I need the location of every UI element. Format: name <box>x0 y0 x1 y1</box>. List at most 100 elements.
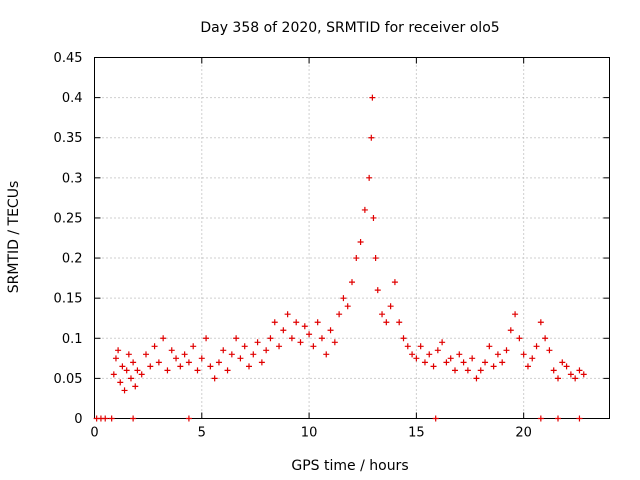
data-point <box>127 375 134 382</box>
data-point <box>379 311 386 318</box>
data-point <box>383 319 390 326</box>
data-point <box>443 359 450 366</box>
data-point <box>499 359 506 366</box>
y-tick-label: 0.2 <box>62 252 83 267</box>
data-point <box>430 363 437 370</box>
data-point <box>123 367 130 374</box>
data-point <box>173 355 180 362</box>
axis-ticks <box>94 57 610 419</box>
data-point <box>147 363 154 370</box>
data-point <box>207 363 214 370</box>
data-point <box>336 311 343 318</box>
x-tick-label: 0 <box>90 426 98 441</box>
data-point <box>250 351 257 358</box>
data-point <box>353 255 360 262</box>
x-tick-label: 20 <box>515 426 532 441</box>
data-point <box>160 335 167 342</box>
data-point <box>482 359 489 366</box>
y-tick-label: 0.1 <box>62 332 83 347</box>
data-point <box>190 343 197 350</box>
data-point <box>452 367 458 374</box>
x-tick-label: 10 <box>301 426 318 441</box>
data-point <box>233 335 240 342</box>
data-point <box>460 359 467 366</box>
data-point <box>125 351 132 358</box>
x-axis-label: GPS time / hours <box>291 458 408 474</box>
y-axis-tick-labels: 0 0.05 0.1 0.15 0.2 0.25 0.3 0.35 0.4 0.45 <box>54 51 83 427</box>
data-point <box>228 351 235 358</box>
x-axis-tick-labels: 0 5 10 15 20 <box>90 426 532 441</box>
data-point <box>490 363 497 370</box>
data-points <box>93 94 587 422</box>
data-point <box>121 387 128 394</box>
data-point <box>185 359 192 366</box>
data-point <box>546 347 553 354</box>
data-point <box>387 303 394 310</box>
data-point <box>400 335 407 342</box>
data-point <box>134 367 141 374</box>
data-point <box>143 351 149 358</box>
data-point <box>310 343 317 350</box>
data-point <box>112 355 119 362</box>
data-point <box>224 367 231 374</box>
data-point <box>432 415 439 422</box>
data-point <box>391 279 398 286</box>
y-tick-label: 0.35 <box>54 131 83 146</box>
data-point <box>372 255 379 262</box>
data-point <box>477 367 484 374</box>
data-point <box>469 355 476 362</box>
data-point <box>580 371 587 378</box>
y-tick-label: 0.4 <box>62 91 83 106</box>
data-point <box>108 415 115 422</box>
data-point <box>181 351 188 358</box>
data-point <box>524 363 531 370</box>
data-point <box>447 355 454 362</box>
data-point <box>512 311 519 318</box>
data-point <box>267 335 274 342</box>
data-point <box>369 94 376 101</box>
data-point <box>185 415 192 422</box>
data-point <box>271 319 278 326</box>
data-point <box>301 323 308 330</box>
data-point <box>542 335 549 342</box>
data-point <box>396 319 403 326</box>
data-point <box>293 319 300 326</box>
data-point <box>215 359 222 366</box>
data-point <box>563 363 570 370</box>
data-point <box>323 351 330 358</box>
y-tick-label: 0.05 <box>54 372 83 387</box>
data-point <box>284 311 291 318</box>
data-point <box>516 335 523 342</box>
data-point <box>168 347 175 354</box>
data-point <box>426 351 433 358</box>
data-point <box>555 415 561 422</box>
data-point <box>366 174 373 181</box>
data-point <box>130 415 137 422</box>
data-point <box>567 371 574 378</box>
y-tick-label: 0.45 <box>54 51 83 66</box>
data-point <box>344 303 351 310</box>
data-point <box>258 359 265 366</box>
data-point <box>421 359 428 366</box>
data-point <box>177 363 184 370</box>
data-point <box>263 347 270 354</box>
data-point <box>340 295 347 302</box>
data-point <box>164 367 171 374</box>
data-point <box>211 375 218 382</box>
data-point <box>198 355 205 362</box>
data-point <box>464 367 471 374</box>
y-tick-label: 0.25 <box>54 211 83 226</box>
data-point <box>117 379 124 386</box>
y-tick-label: 0.15 <box>54 292 83 307</box>
data-point <box>119 363 126 370</box>
data-point <box>494 351 501 358</box>
chart-title: Day 358 of 2020, SRMTID for receiver olo… <box>200 20 499 36</box>
data-point <box>246 363 252 370</box>
data-point <box>572 375 579 382</box>
data-point <box>280 327 287 334</box>
data-point <box>327 327 334 334</box>
y-tick-label: 0.3 <box>62 171 83 186</box>
plot-frame <box>94 57 610 419</box>
data-point <box>417 343 424 350</box>
